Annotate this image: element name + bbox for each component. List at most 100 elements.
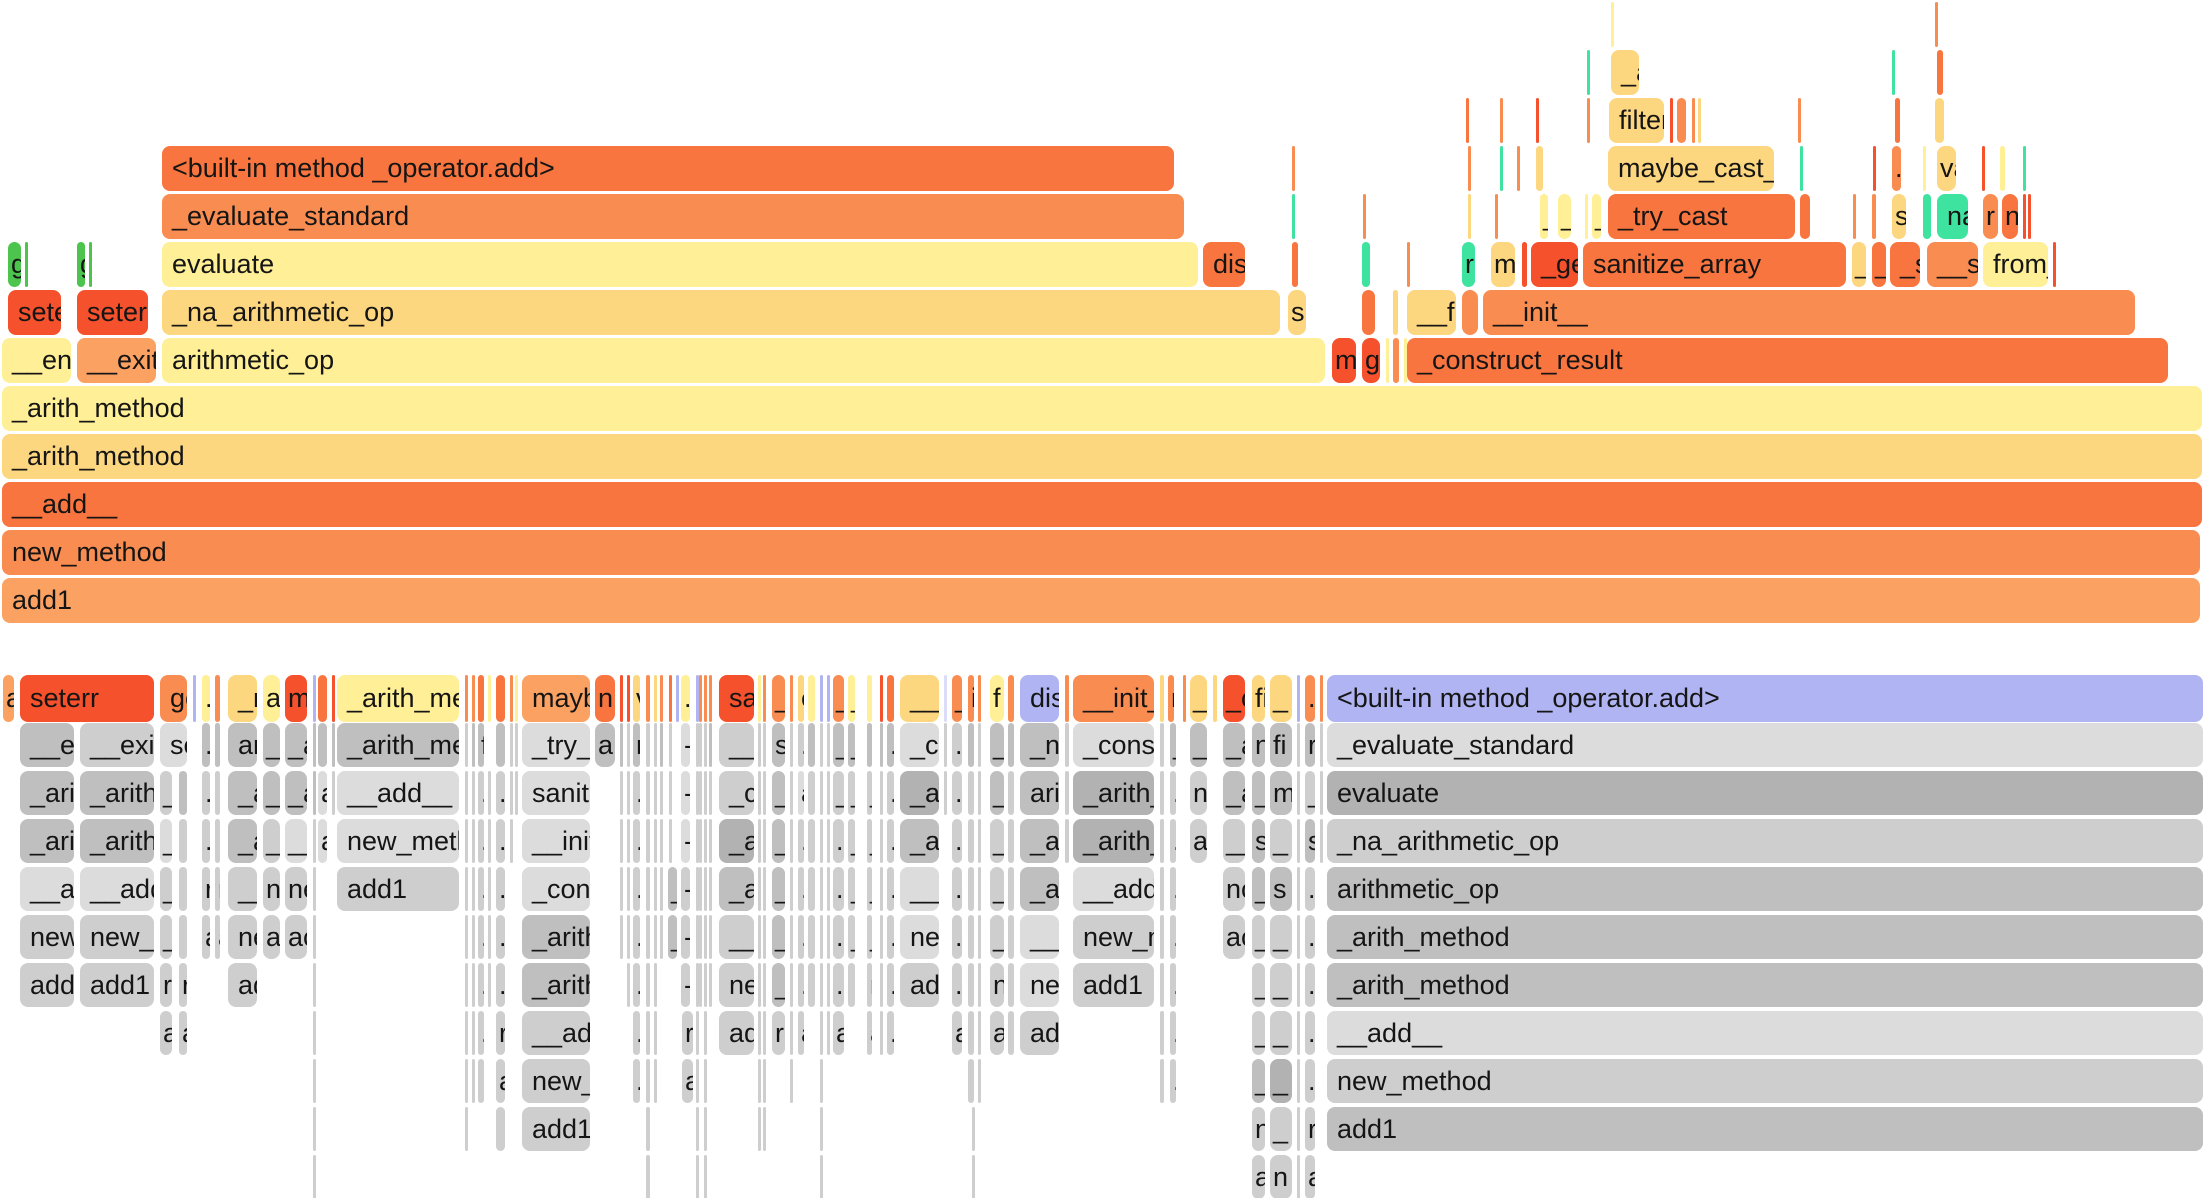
flame-frame[interactable]: [1536, 98, 1539, 143]
flame-frame[interactable]: [1935, 98, 1944, 143]
sandwich-caller-frame[interactable]: [515, 771, 518, 815]
sandwich-caller-frame[interactable]: [1160, 963, 1164, 1007]
sandwich-leaf-frame[interactable]: _arith_me: [337, 675, 459, 722]
sandwich-caller-frame[interactable]: .: [887, 915, 894, 959]
sandwich-caller-frame[interactable]: _: [848, 771, 855, 815]
sandwich-caller-frame[interactable]: [465, 819, 468, 863]
flame-frame[interactable]: s: [1288, 290, 1306, 335]
sandwich-caller-frame[interactable]: .: [952, 915, 962, 959]
sandwich-caller-frame[interactable]: [758, 1011, 761, 1055]
sandwich-caller-frame[interactable]: .: [833, 819, 844, 863]
sandwich-caller-frame[interactable]: [699, 915, 702, 959]
sandwich-caller-frame[interactable]: .: [798, 867, 804, 911]
sandwich-caller-frame[interactable]: add: [900, 963, 939, 1007]
sandwich-caller-frame[interactable]: _: [1305, 771, 1315, 815]
sandwich-caller-frame[interactable]: _: [990, 771, 1004, 815]
sandwich-caller-frame[interactable]: __: [285, 819, 307, 863]
sandwich-caller-frame[interactable]: r: [496, 1011, 505, 1055]
sandwich-caller-frame[interactable]: .: [952, 771, 962, 815]
sandwich-caller-frame[interactable]: add1: [20, 963, 74, 1007]
sandwich-caller-frame[interactable]: evaluate: [1327, 771, 2203, 815]
sandwich-caller-frame[interactable]: [515, 723, 518, 767]
sandwich-caller-frame[interactable]: new_: [20, 915, 74, 959]
sandwich-caller-frame[interactable]: add1: [1327, 1107, 2203, 1151]
flame-frame[interactable]: filter: [1609, 98, 1664, 143]
flame-frame[interactable]: va: [1937, 146, 1956, 191]
sandwich-caller-frame[interactable]: [1008, 819, 1014, 863]
sandwich-caller-frame[interactable]: _: [1270, 819, 1292, 863]
sandwich-caller-frame[interactable]: _a: [228, 771, 257, 815]
sandwich-caller-frame[interactable]: _arith_: [1073, 771, 1154, 815]
sandwich-caller-frame[interactable]: _: [772, 819, 785, 863]
sandwich-caller-frame[interactable]: _: [990, 723, 1004, 767]
sandwich-caller-frame[interactable]: [313, 1107, 316, 1151]
sandwich-caller-frame[interactable]: .: [202, 819, 210, 863]
sandwich-caller-frame[interactable]: [827, 771, 830, 815]
sandwich-caller-frame[interactable]: [699, 867, 702, 911]
flame-frame[interactable]: [2053, 242, 2056, 287]
flame-frame[interactable]: [1500, 146, 1503, 191]
sandwich-caller-frame[interactable]: [758, 963, 761, 1007]
sandwich-caller-frame[interactable]: [696, 963, 699, 1007]
sandwich-caller-frame[interactable]: __add: [80, 867, 154, 911]
sandwich-caller-frame[interactable]: .: [1170, 1011, 1176, 1055]
flame-frame[interactable]: [1923, 146, 1926, 191]
sandwich-caller-frame[interactable]: [627, 915, 630, 959]
sandwich-caller-frame[interactable]: [1065, 771, 1069, 815]
sandwich-leaf-frame[interactable]: [515, 675, 518, 722]
flame-frame[interactable]: __exit__: [77, 338, 156, 383]
sandwich-caller-frame[interactable]: [704, 723, 707, 767]
sandwich-leaf-frame[interactable]: [193, 675, 196, 722]
sandwich-caller-frame[interactable]: [313, 915, 316, 959]
sandwich-leaf-frame[interactable]: [472, 675, 475, 722]
sandwich-caller-frame[interactable]: _: [772, 867, 785, 911]
sandwich-caller-frame[interactable]: arit: [1020, 771, 1059, 815]
flame-frame[interactable]: [1404, 338, 1407, 383]
sandwich-caller-frame[interactable]: [1320, 819, 1323, 863]
sandwich-caller-frame[interactable]: .: [1305, 867, 1315, 911]
sandwich-caller-frame[interactable]: [972, 1155, 975, 1198]
sandwich-caller-frame[interactable]: r: [867, 963, 872, 1007]
sandwich-caller-frame[interactable]: .: [478, 1011, 484, 1055]
sandwich-caller-frame[interactable]: .: [887, 963, 894, 1007]
flame-frame[interactable]: [1386, 338, 1389, 383]
sandwich-caller-frame[interactable]: [1160, 1059, 1164, 1103]
sandwich-caller-frame[interactable]: _arith: [522, 963, 590, 1007]
sandwich-caller-frame[interactable]: [627, 771, 630, 815]
sandwich-leaf-frame[interactable]: _: [1270, 675, 1292, 722]
sandwich-caller-frame[interactable]: .: [496, 915, 505, 959]
flame-frame[interactable]: [1292, 242, 1298, 287]
sandwich-caller-frame[interactable]: .: [952, 723, 962, 767]
flame-frame[interactable]: [1517, 146, 1520, 191]
sandwich-caller-frame[interactable]: [646, 963, 650, 1007]
sandwich-caller-frame[interactable]: r: [633, 723, 640, 767]
sandwich-caller-frame[interactable]: [709, 963, 712, 1007]
sandwich-caller-frame[interactable]: _ar: [900, 819, 939, 863]
sandwich-caller-frame[interactable]: .: [496, 771, 505, 815]
sandwich-leaf-frame[interactable]: maybe: [522, 675, 590, 722]
sandwich-leaf-frame[interactable]: e: [798, 675, 804, 722]
flame-frame[interactable]: _evaluate_standard: [162, 194, 1184, 239]
flame-frame[interactable]: __add__: [2, 482, 2202, 527]
sandwich-caller-frame[interactable]: a: [682, 1059, 693, 1103]
sandwich-caller-frame[interactable]: [968, 963, 974, 1007]
sandwich-caller-frame[interactable]: [968, 915, 974, 959]
sandwich-leaf-frame[interactable]: [332, 675, 335, 722]
flame-frame[interactable]: [1292, 146, 1295, 191]
sandwich-leaf-frame[interactable]: [313, 675, 316, 722]
sandwich-caller-frame[interactable]: [696, 915, 699, 959]
flame-frame[interactable]: [1873, 146, 1876, 191]
sandwich-caller-frame[interactable]: [978, 867, 981, 911]
sandwich-caller-frame[interactable]: _: [1270, 1011, 1292, 1055]
sandwich-caller-frame[interactable]: .: [633, 771, 640, 815]
sandwich-caller-frame[interactable]: [696, 1059, 699, 1103]
sandwich-caller-frame[interactable]: [763, 1059, 766, 1103]
sandwich-leaf-frame[interactable]: [646, 675, 650, 722]
sandwich-caller-frame[interactable]: s: [1305, 819, 1315, 863]
sandwich-caller-frame[interactable]: [1297, 867, 1300, 911]
sandwich-caller-frame[interactable]: [646, 867, 650, 911]
sandwich-caller-frame[interactable]: .: [1170, 867, 1176, 911]
sandwich-caller-frame[interactable]: [646, 819, 650, 863]
sandwich-caller-frame[interactable]: [313, 867, 316, 911]
sandwich-caller-frame[interactable]: [820, 1059, 823, 1103]
